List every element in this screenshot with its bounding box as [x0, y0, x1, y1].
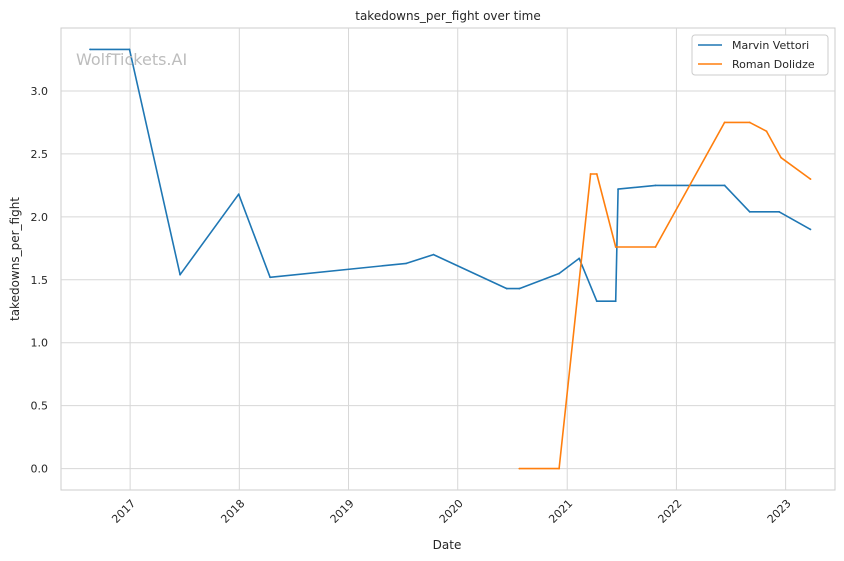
x-tick-label: 2022: [656, 497, 685, 526]
y-tick-labels: 0.0 0.5 1.0 1.5 2.0 2.5 3.0: [31, 85, 49, 476]
data-point-roman-dolidze: [595, 173, 598, 175]
data-point-marvin-vettori: [595, 300, 598, 303]
data-point-marvin-vettori: [89, 48, 91, 51]
data-point-marvin-vettori: [558, 272, 561, 275]
x-tick-label: 2019: [328, 497, 357, 526]
data-point-roman-dolidze: [765, 130, 768, 133]
data-point-marvin-vettori: [723, 184, 726, 187]
data-point-roman-dolidze: [809, 178, 812, 180]
y-tick-label: 2.5: [31, 148, 49, 161]
data-point-roman-dolidze: [558, 467, 561, 470]
legend-box: [691, 34, 829, 76]
data-point-marvin-vettori: [179, 273, 181, 276]
data-point-roman-dolidze: [518, 467, 521, 470]
data-point-marvin-vettori: [614, 300, 617, 303]
data-point-roman-dolidze: [589, 173, 592, 175]
x-tick-label: 2018: [218, 497, 247, 526]
x-tick-labels: 2017 2018 2019 2020 2021 2022 2023: [109, 497, 794, 526]
y-tick-label: 0.5: [31, 400, 49, 413]
y-tick-label: 1.5: [31, 274, 49, 287]
y-tick-label: 3.0: [31, 85, 49, 98]
data-point-marvin-vettori: [809, 228, 812, 231]
data-point-marvin-vettori: [518, 287, 521, 290]
data-point-roman-dolidze: [614, 246, 617, 248]
data-point-marvin-vettori: [654, 184, 657, 187]
data-point-roman-dolidze: [748, 121, 751, 124]
data-point-marvin-vettori: [578, 257, 581, 260]
data-point-roman-dolidze: [723, 121, 726, 124]
plot-area: [60, 27, 836, 491]
x-grid: [129, 28, 787, 490]
y-tick-label: 2.0: [31, 211, 49, 224]
data-point-marvin-vettori: [269, 276, 272, 279]
x-tick-label: 2020: [437, 497, 466, 526]
data-point-marvin-vettori: [128, 48, 131, 51]
data-point-marvin-vettori: [432, 253, 435, 256]
x-tick-label: 2021: [546, 497, 575, 526]
x-tick-label: 2017: [109, 497, 138, 526]
legend-label-roman-dolidze: Roman Dolidze: [732, 58, 815, 71]
data-point-roman-dolidze: [654, 246, 657, 248]
data-point-marvin-vettori: [237, 193, 240, 196]
series-layer: [89, 48, 812, 470]
watermark: WolfTickets.AI: [76, 50, 187, 69]
x-tick-label: 2023: [765, 497, 794, 526]
x-axis-label: Date: [433, 538, 462, 552]
data-point-marvin-vettori: [748, 210, 751, 213]
chart-title: takedowns_per_fight over time: [355, 9, 541, 23]
legend-label-marvin-vettori: Marvin Vettori: [732, 39, 809, 52]
y-tick-label: 0.0: [31, 463, 49, 476]
data-point-marvin-vettori: [505, 287, 508, 290]
data-point-roman-dolidze: [780, 156, 783, 159]
y-axis-label: takedowns_per_fight: [8, 197, 22, 321]
y-grid: [61, 90, 835, 470]
data-point-marvin-vettori: [617, 188, 619, 191]
data-point-marvin-vettori: [778, 210, 780, 213]
y-tick-label: 1.0: [31, 337, 49, 350]
legend: Marvin Vettori Roman Dolidze: [691, 34, 829, 76]
data-point-marvin-vettori: [405, 262, 408, 265]
